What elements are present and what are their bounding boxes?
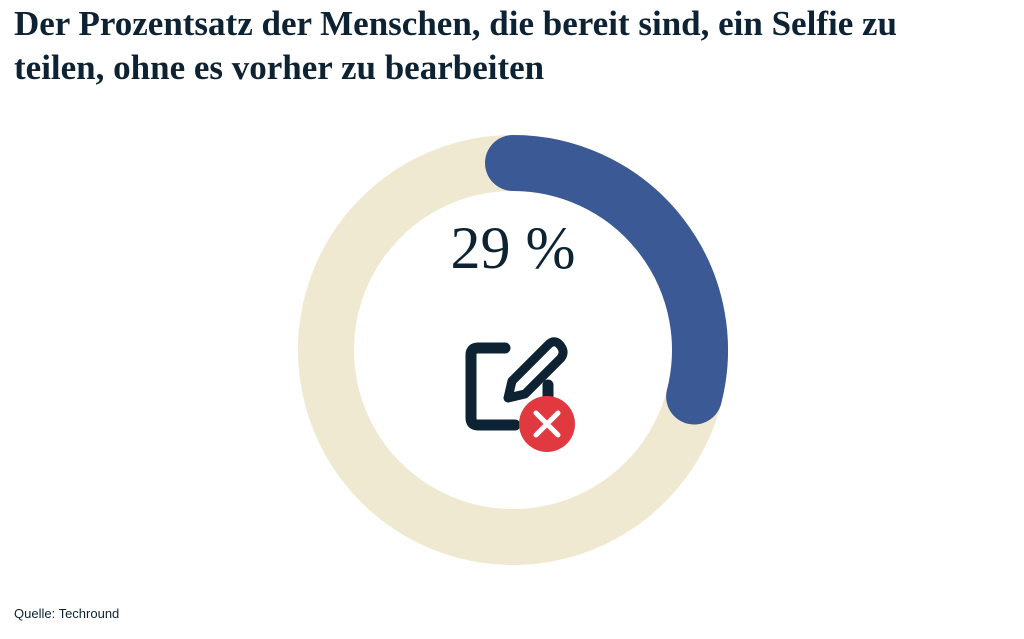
icon-frame xyxy=(465,342,521,431)
edit-icon xyxy=(465,337,568,431)
error-badge xyxy=(519,396,575,452)
source: Quelle: Techround xyxy=(14,606,120,621)
chart-title: Der Prozentsatz der Menschen, die bereit… xyxy=(14,4,897,87)
donut-segment xyxy=(485,135,728,425)
value-label: 29 % xyxy=(451,215,576,281)
icon-pencil xyxy=(503,337,568,403)
badge-cross xyxy=(533,410,561,438)
